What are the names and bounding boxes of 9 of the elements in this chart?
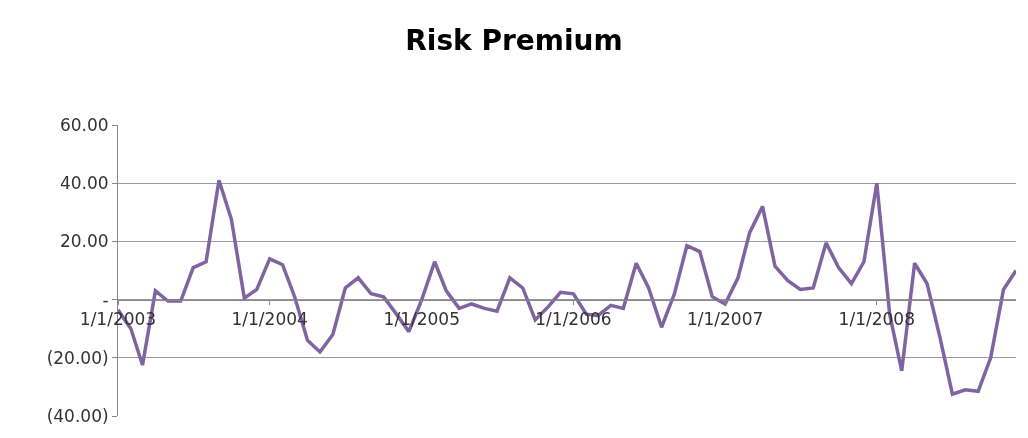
y-tick-label: - (102, 289, 109, 310)
x-tick-label: 1/1/2007 (686, 309, 764, 329)
y-tick-label: (20.00) (46, 347, 109, 368)
x-tick-label: 1/1/2006 (535, 309, 612, 329)
y-tick-label: (40.00) (46, 405, 109, 426)
y-tick-label: 40.00 (59, 173, 109, 194)
chart-title: Risk Premium (405, 24, 623, 58)
y-tick-label: 60.00 (59, 114, 109, 135)
y-tick-label: 20.00 (59, 231, 109, 252)
